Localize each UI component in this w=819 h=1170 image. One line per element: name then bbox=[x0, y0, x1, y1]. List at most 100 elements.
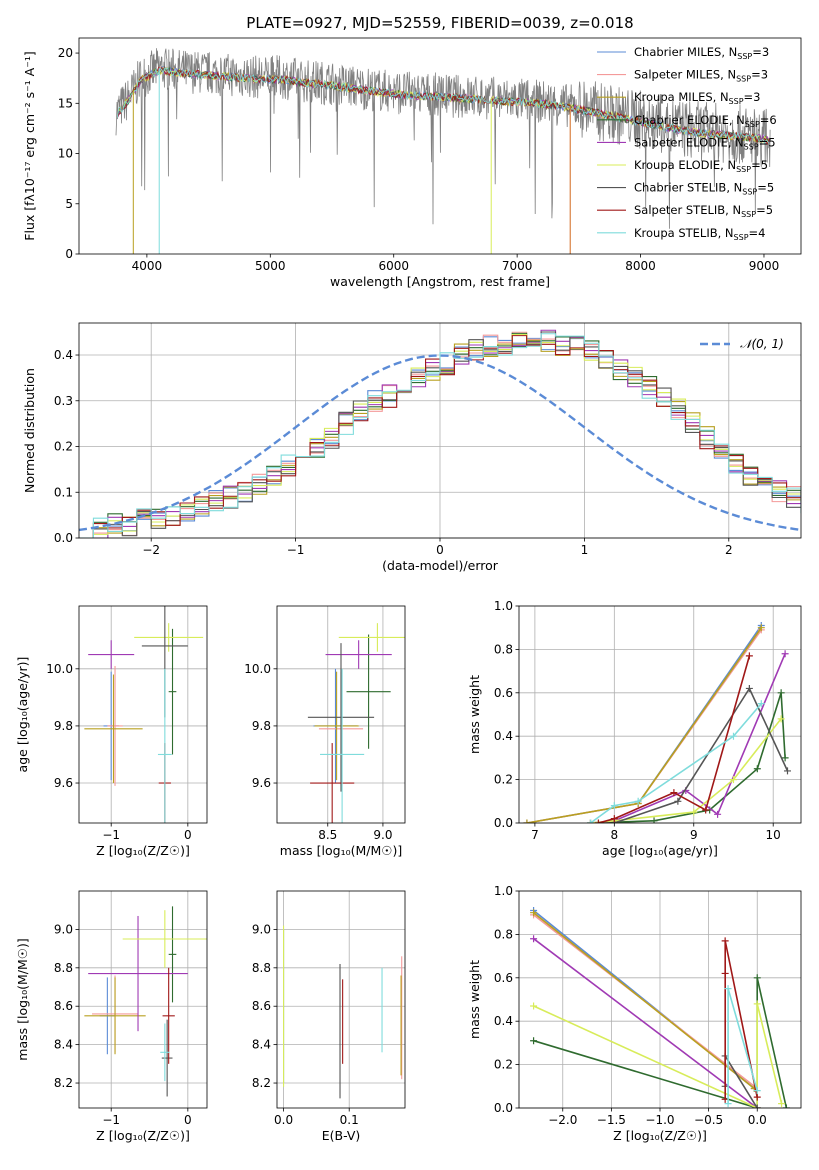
axes-frame bbox=[276, 605, 406, 824]
legend-value: =3 bbox=[744, 90, 761, 104]
point-marker bbox=[778, 1100, 786, 1108]
y-tick-label: 0.4 bbox=[494, 729, 513, 743]
point-marker bbox=[745, 684, 753, 692]
x-tick-label: −2 bbox=[142, 543, 160, 557]
point-marker bbox=[670, 789, 678, 797]
y-tick-label: 9.6 bbox=[252, 776, 271, 790]
y-axis-label: mass [log₁₀(M/M☉)] bbox=[15, 938, 30, 1060]
series-salpeter-stelib bbox=[724, 940, 758, 1100]
point-marker bbox=[586, 819, 594, 823]
ticks bbox=[273, 668, 384, 827]
point-marker bbox=[724, 1100, 732, 1108]
y-tick-label: 20 bbox=[58, 46, 73, 60]
y-tick-label: 0.4 bbox=[494, 1014, 513, 1028]
panel-residuals: −2 −1 0 1 2 0.0 0.1 0.2 0.3 0.4 (data-model)/error… bbox=[22, 322, 802, 573]
errorbar-kroupa-elodie bbox=[122, 910, 207, 968]
legend-value: =5 bbox=[756, 203, 773, 217]
x-tick-label: 10 bbox=[766, 828, 781, 842]
x-tick-label: 9.0 bbox=[373, 828, 392, 842]
errorbar-kroupa-miles bbox=[314, 671, 359, 781]
legend-sub: SSP bbox=[734, 233, 749, 242]
point-marker bbox=[721, 937, 729, 945]
x-axis-label: E(B-V) bbox=[322, 1128, 361, 1143]
axes-frame bbox=[78, 37, 802, 255]
y-tick-label: 10 bbox=[58, 147, 73, 161]
point-marker bbox=[729, 776, 737, 784]
x-axis-label: Z [log₁₀(Z/Z☉)] bbox=[613, 1128, 707, 1143]
y-tick-label: 1.0 bbox=[494, 884, 513, 898]
plot-area bbox=[307, 623, 405, 823]
x-tick-label: 7 bbox=[531, 828, 539, 842]
gaussian-curve bbox=[79, 354, 801, 532]
errorbar-kroupa-stelib bbox=[160, 1023, 170, 1082]
x-tick-label: −1 bbox=[102, 1113, 120, 1127]
point-marker bbox=[702, 806, 710, 814]
y-tick-label: 8.6 bbox=[54, 999, 73, 1013]
legend-value: =4 bbox=[749, 226, 766, 240]
y-tick-label: 15 bbox=[58, 96, 73, 110]
point-marker bbox=[530, 1037, 538, 1045]
legend-entry: Chabrier ELODIE, NSSP=6 bbox=[634, 113, 777, 129]
x-tick-label: 0.0 bbox=[748, 1113, 767, 1127]
plot-area bbox=[84, 606, 204, 823]
series-salpeter-elodie bbox=[533, 938, 758, 1108]
panel-weight-vs-Z: −2.0 −1.5 −1.0 −0.5 0.0 0.0 0.2 0.4 0.6 0.8 1.0 Z [… bbox=[467, 884, 802, 1143]
errorbar-chabrier-stelib bbox=[307, 643, 375, 792]
panel-mass-vs-ebv: 0.0 0.1 8.2 8.4 8.6 8.8 9.0 E(B-V) bbox=[252, 890, 406, 1143]
ticks bbox=[75, 354, 730, 542]
legend-label: Salpeter ELODIE, N bbox=[634, 135, 744, 149]
y-tick-label: 0.2 bbox=[494, 1058, 513, 1072]
axes-frame bbox=[78, 890, 208, 1109]
y-tick-label: 9.0 bbox=[252, 922, 271, 936]
y-axis-label: age [log₁₀(age/yr)] bbox=[15, 657, 30, 773]
x-axis-label: Z [log₁₀(Z/Z☉)] bbox=[96, 843, 190, 858]
point-marker bbox=[753, 1093, 761, 1101]
histogram-kroupa-stelib bbox=[79, 333, 801, 538]
chart-title: PLATE=0927, MJD=52559, FIBERID=0039, z=0… bbox=[246, 14, 633, 32]
legend-entry: Kroupa ELODIE, NSSP=5 bbox=[634, 158, 768, 174]
axes-frame bbox=[276, 890, 406, 1109]
point-marker bbox=[753, 1104, 761, 1108]
legend-value: =3 bbox=[751, 68, 768, 82]
grid bbox=[79, 606, 207, 823]
legend-entry: Salpeter ELODIE, NSSP=5 bbox=[634, 135, 776, 151]
errorbar-salpeter-elodie bbox=[325, 640, 392, 669]
series-chabrier-elodie bbox=[590, 692, 786, 823]
legend-entry: Kroupa STELIB, NSSP=4 bbox=[634, 226, 765, 242]
errorbar-kroupa-miles bbox=[84, 977, 146, 1055]
x-axis-label: wavelength [Angstrom, rest frame] bbox=[330, 274, 550, 289]
y-tick-label: 1.0 bbox=[494, 599, 513, 613]
legend-value: =3 bbox=[752, 45, 769, 59]
y-tick-label: 10.0 bbox=[244, 662, 271, 676]
y-tick-label: 8.4 bbox=[54, 1038, 73, 1052]
y-tick-label: 0.2 bbox=[54, 440, 73, 454]
errorbar-kroupa-elodie bbox=[338, 623, 405, 652]
x-tick-label: 8000 bbox=[625, 259, 656, 273]
y-tick-label: 10.0 bbox=[46, 662, 73, 676]
errorbar-salpeter-miles bbox=[107, 665, 123, 786]
plot-area bbox=[84, 906, 207, 1097]
legend-label: Salpeter STELIB, N bbox=[634, 203, 741, 217]
legend-label: Kroupa STELIB, N bbox=[634, 226, 734, 240]
legend-sub: SSP bbox=[736, 165, 751, 174]
y-axis-label: Flux [fλ10⁻¹⁷ erg cm⁻² s⁻¹ A⁻¹] bbox=[22, 51, 37, 240]
y-tick-label: 5 bbox=[65, 197, 73, 211]
legend-value: =5 bbox=[751, 158, 768, 172]
errorbar-chabrier-elodie bbox=[168, 906, 177, 1003]
axes-frame bbox=[78, 322, 802, 539]
grid bbox=[277, 891, 405, 1108]
plot-area bbox=[283, 925, 403, 1099]
point-marker bbox=[610, 815, 618, 823]
legend-sub: SSP bbox=[736, 75, 751, 84]
legend-sub: SSP bbox=[729, 97, 744, 106]
x-tick-label: 0 bbox=[184, 1113, 192, 1127]
panel-mass-vs-Z: −1 0 8.2 8.4 8.6 8.8 9.0 Z [log₁₀(Z/Z☉)] mass [l… bbox=[15, 890, 208, 1143]
y-tick-label: 9.6 bbox=[54, 776, 73, 790]
histogram-kroupa-elodie bbox=[79, 333, 801, 538]
x-tick-label: −1 bbox=[102, 828, 120, 842]
plot-area bbox=[530, 907, 790, 1108]
legend-label: Chabrier STELIB, N bbox=[634, 181, 742, 195]
legend-sub: SSP bbox=[744, 142, 759, 151]
